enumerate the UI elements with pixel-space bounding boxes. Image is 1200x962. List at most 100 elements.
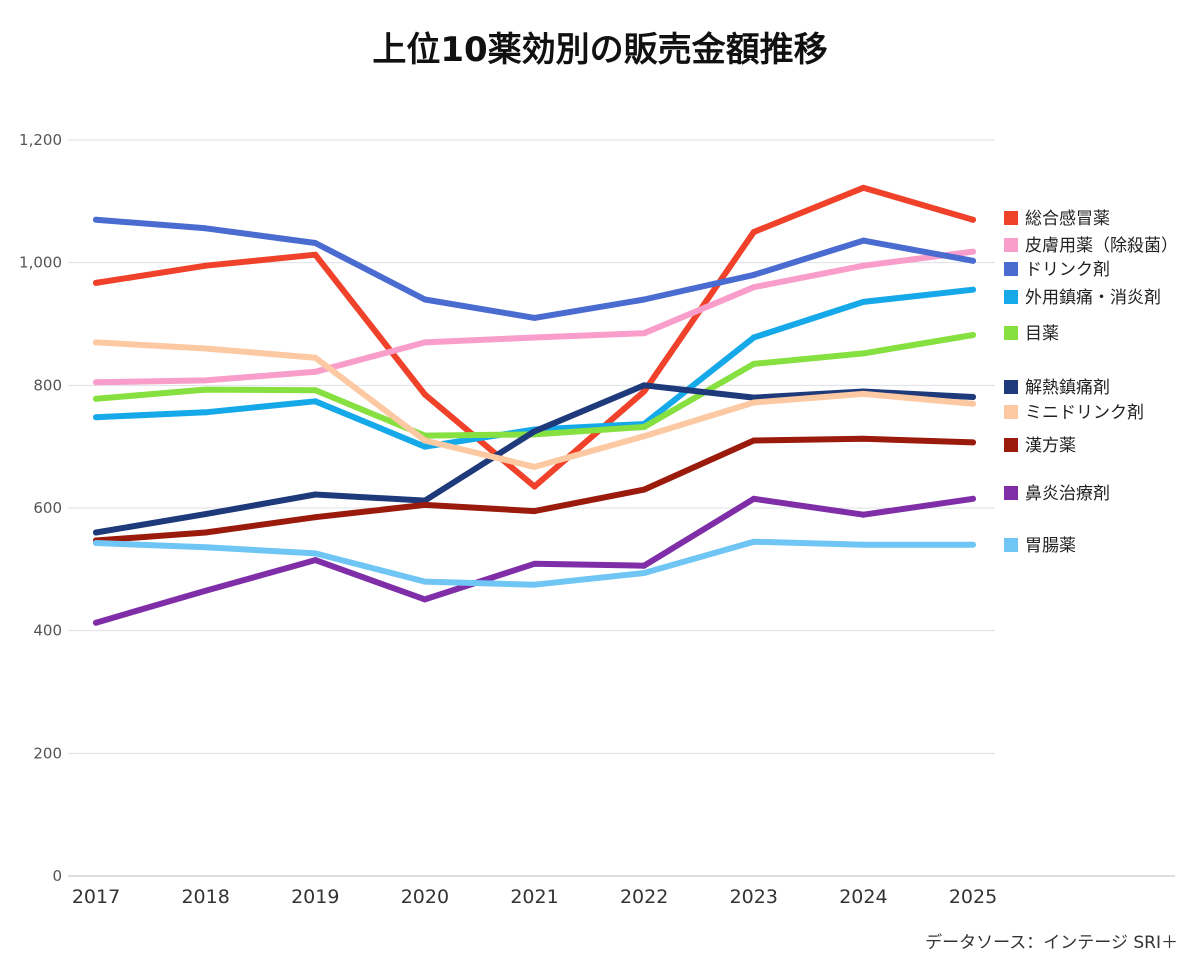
data-point [202,511,209,518]
data-point [641,382,648,389]
data-point [531,463,538,470]
data-point [970,248,976,255]
data-point [93,395,99,402]
x-tick-label: 2018 [181,886,229,908]
data-point [93,216,99,223]
data-point [641,486,648,493]
data-point [312,514,319,521]
data-point [312,354,319,361]
series-line [93,495,976,626]
legend-swatch [1004,326,1018,340]
series-line [93,339,976,470]
legend-label: 胃腸薬 [1025,536,1076,556]
data-point [641,388,648,395]
data-point [312,398,319,405]
x-tick-label: 2017 [72,886,120,908]
legend-label: 解熱鎮痛剤 [1025,378,1110,398]
x-tick-label: 2021 [510,886,558,908]
data-point [202,386,209,393]
legend-swatch [1004,211,1018,225]
data-point [421,501,428,508]
data-point [970,439,976,446]
x-tick-label: 2019 [291,886,339,908]
y-tick-label: 0 [52,867,62,885]
chart-title: 上位10薬効別の販売金額推移 [372,30,828,70]
data-point [93,279,99,286]
data-point [312,557,319,564]
series-line [93,435,976,544]
legend-swatch [1004,486,1018,500]
y-tick-label: 1,200 [19,131,62,149]
data-point [312,491,319,498]
data-point [750,399,757,406]
data-point [750,271,757,278]
legend-label: 外用鎮痛・消炎剤 [1025,288,1161,308]
data-point [860,435,867,442]
data-point [312,251,319,258]
legend-swatch [1004,238,1018,252]
data-point [531,428,538,435]
x-tick-label: 2025 [949,886,997,908]
data-point [860,350,867,357]
data-point [531,314,538,321]
data-point [750,229,757,235]
legend-label: 漢方薬 [1025,436,1076,456]
data-point [860,390,867,397]
data-point [641,330,648,337]
data-point [531,334,538,341]
data-point [531,483,538,490]
data-point [860,511,867,518]
data-point [531,581,538,588]
data-point [750,538,757,545]
legend-label: 鼻炎治療剤 [1025,484,1110,504]
data-point [641,562,648,569]
y-tick-label: 1,000 [19,254,62,272]
data-point [202,409,209,416]
data-point [860,298,867,305]
legend-swatch [1004,262,1018,276]
data-point [421,437,428,444]
data-point [860,262,867,269]
data-point [421,578,428,585]
data-point [860,184,867,191]
data-point [421,391,428,398]
data-point [202,544,209,551]
data-point [860,237,867,244]
data-point [970,332,976,339]
data-point [970,393,976,400]
series-line [93,286,976,450]
data-point [202,377,209,384]
legend-swatch [1004,290,1018,304]
data-point [93,619,99,626]
legend-swatch [1004,538,1018,552]
x-tick-label: 2020 [401,886,449,908]
y-tick-label: 800 [33,376,62,394]
data-point [970,216,976,223]
legend-label: ドリンク剤 [1025,260,1110,280]
legend-swatch [1004,438,1018,452]
data-point [970,495,976,502]
y-tick-label: 400 [33,622,62,640]
data-point [202,587,209,594]
x-tick-label: 2023 [730,886,778,908]
data-point [531,560,538,567]
legend-label: 皮膚用薬（除殺菌） [1025,236,1178,256]
data-point [970,400,976,407]
series-layer [93,184,976,626]
axis-layer: 0 200 400 600 800 1,000 1,200 2017 2018 2019 2020 2… [19,131,1175,908]
legend-swatch [1004,380,1018,394]
data-point [202,225,209,232]
data-point [970,286,976,293]
data-point [421,339,428,346]
x-tick-label: 2024 [839,886,887,908]
data-point [641,424,648,431]
data-point [312,240,319,247]
legend-swatch [1004,405,1018,419]
data-point [750,334,757,341]
data-point [202,345,209,352]
data-point [750,437,757,444]
data-point [202,262,209,269]
data-point [93,414,99,421]
